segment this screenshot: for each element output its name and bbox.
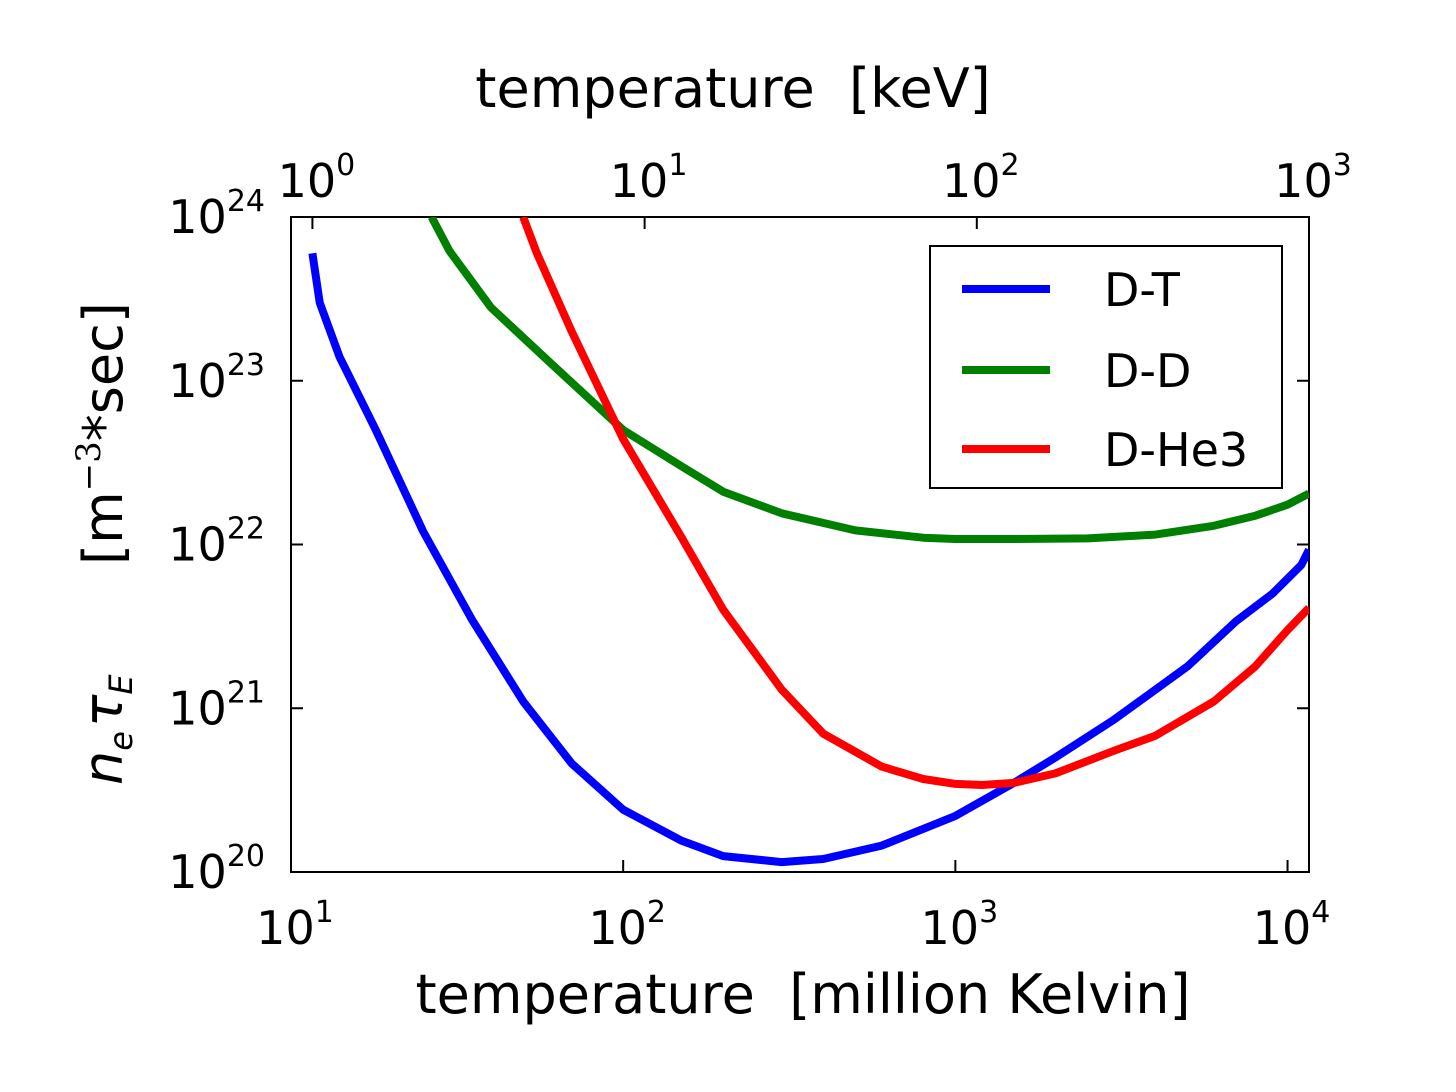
legend-label-dt: D-T <box>1104 263 1181 317</box>
y-axis-label-units: [m−3*sec] <box>69 302 135 565</box>
series-line-dhe3 <box>519 217 1309 789</box>
y-axis-unit-exp: −3 <box>69 441 109 491</box>
y-tick-label-23: 1023 <box>168 348 265 408</box>
legend: D-T D-D D-He3 <box>929 245 1283 489</box>
x2-axis-label: temperature [keV] <box>475 57 990 120</box>
x2-tick-label-2: 102 <box>942 148 1020 208</box>
x2-tick-label-1: 101 <box>610 148 688 208</box>
y-tick-label-22: 1022 <box>168 512 265 572</box>
y-tick-label-21: 1021 <box>168 675 265 735</box>
y-tick-label-24: 1024 <box>168 184 265 244</box>
series-line-dd <box>428 217 1309 543</box>
x-tick-label-2: 102 <box>588 895 666 955</box>
x-tick-label-4: 104 <box>1253 895 1331 955</box>
y-axis-unit-base: [m <box>72 491 135 565</box>
y-axis-math-n: n <box>72 751 135 785</box>
series-line-dt <box>308 252 1309 867</box>
y-axis-label-math: neτE <box>72 674 140 785</box>
y-axis-unit-rest: *sec] <box>72 302 135 441</box>
legend-label-dd: D-D <box>1104 344 1191 398</box>
curves-group <box>308 217 1309 867</box>
y-axis-math-e: e <box>102 731 140 751</box>
y-axis-math-E: E <box>102 674 140 695</box>
y-tick-label-20: 1020 <box>168 839 265 899</box>
y-axis-label: neτE [m−3*sec] <box>69 302 140 785</box>
x-axis-label: temperature [million Kelvin] <box>415 963 1190 1026</box>
x2-tick-label-3: 103 <box>1274 148 1352 208</box>
ticks-group: 101 102 103 104 100 101 102 103 1020 1021 1022 1023… <box>168 148 1352 955</box>
x-tick-label-3: 103 <box>921 895 999 955</box>
x-tick-label-1: 101 <box>256 895 334 955</box>
x2-tick-label-0: 100 <box>278 148 356 208</box>
legend-label-dhe3: D-He3 <box>1104 423 1248 477</box>
y-axis-math-tau: τ <box>72 694 135 727</box>
